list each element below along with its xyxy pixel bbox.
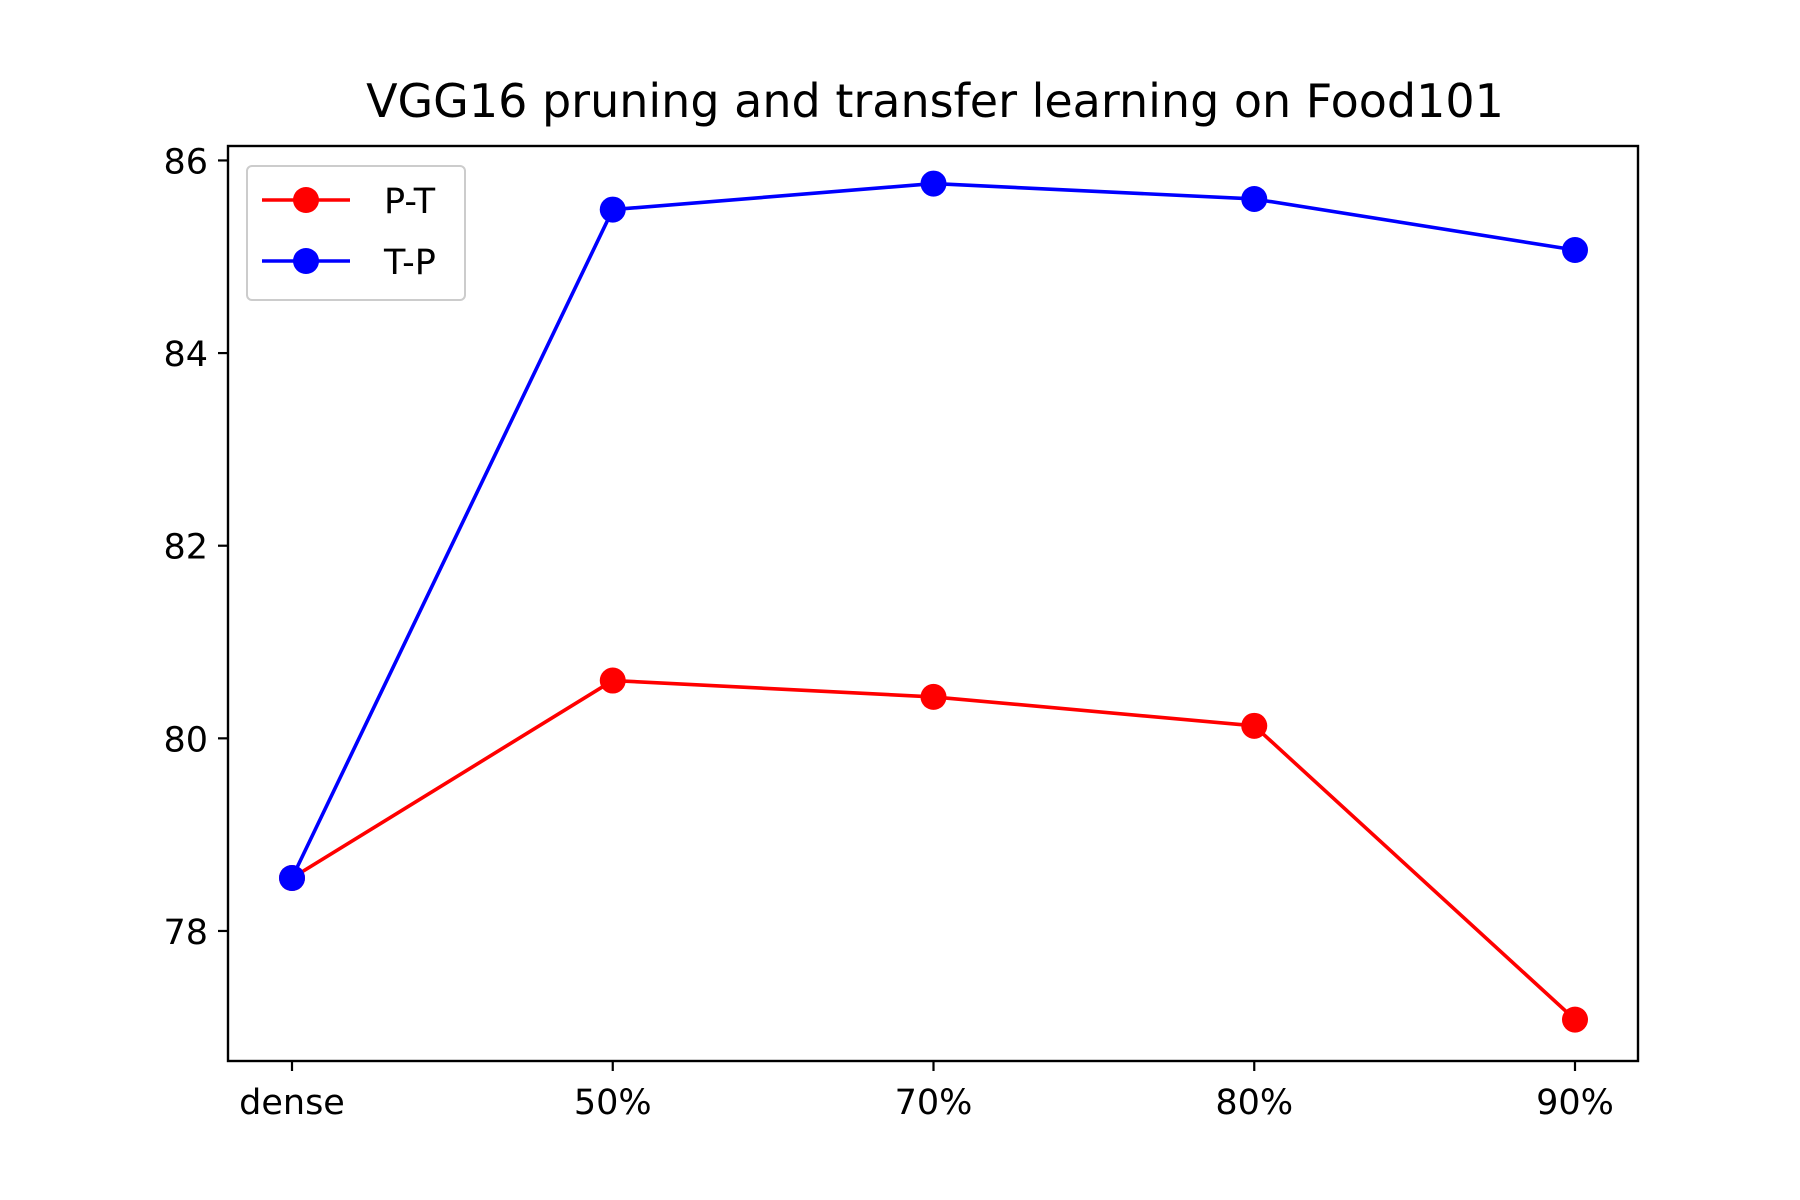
x-tick-label: 70% (895, 1083, 973, 1123)
legend-label: T-P (383, 243, 436, 283)
legend-marker (293, 248, 319, 274)
x-tick-label: 90% (1536, 1083, 1614, 1123)
y-tick-label: 78 (163, 913, 208, 953)
x-tick-label: 50% (574, 1083, 652, 1123)
y-tick-label: 82 (163, 528, 208, 568)
data-point (1562, 237, 1588, 264)
y-tick-label: 86 (163, 142, 208, 182)
series-line (291, 678, 1577, 1021)
data-point (1562, 1006, 1588, 1033)
series-t-p (279, 170, 1588, 891)
data-point (920, 170, 947, 197)
data-point (279, 865, 305, 891)
series-p-t (279, 667, 1588, 1033)
data-point (1241, 712, 1268, 739)
y-tick-label: 80 (163, 720, 208, 760)
data-point (920, 683, 947, 710)
x-tick-label: 80% (1215, 1083, 1293, 1123)
chart-title: VGG16 pruning and transfer learning on F… (366, 74, 1504, 128)
legend: P-T T-P (246, 165, 466, 301)
legend-item-t-p: T-P (262, 243, 436, 283)
y-tick-label: 84 (163, 335, 208, 375)
data-point (599, 667, 626, 694)
x-axis: dense 50% 70% 80% 90% (239, 1061, 1614, 1123)
legend-marker (293, 187, 319, 213)
series-layer (279, 170, 1588, 1033)
data-point (1241, 185, 1268, 212)
x-tick-label: dense (239, 1083, 345, 1123)
y-axis: 78 80 82 84 86 (163, 142, 228, 953)
data-point (599, 196, 626, 223)
series-line (290, 181, 1576, 879)
legend-label: P-T (384, 182, 436, 222)
legend-item-p-t: P-T (262, 182, 436, 222)
